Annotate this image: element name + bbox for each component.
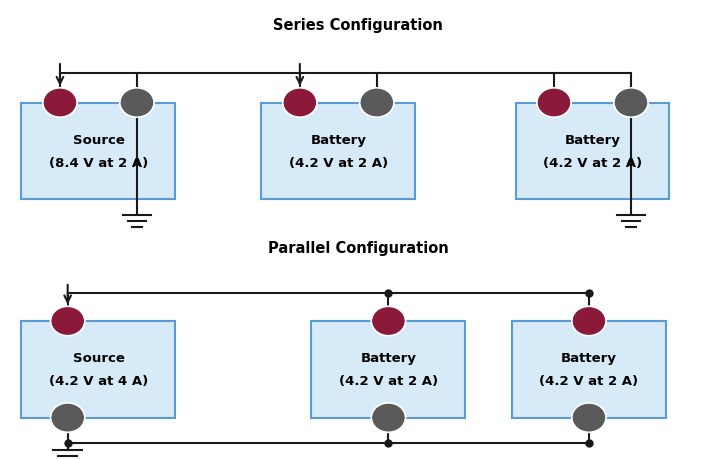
- Ellipse shape: [361, 90, 392, 117]
- Text: (4.2 V at 2 A): (4.2 V at 2 A): [539, 375, 639, 387]
- Ellipse shape: [284, 90, 316, 117]
- Ellipse shape: [52, 404, 83, 431]
- Text: Parallel Configuration: Parallel Configuration: [268, 241, 448, 256]
- Text: Source: Source: [72, 134, 125, 146]
- Text: Battery: Battery: [564, 134, 621, 146]
- Text: (4.2 V at 2 A): (4.2 V at 2 A): [289, 157, 388, 169]
- Text: (4.2 V at 4 A): (4.2 V at 4 A): [49, 375, 148, 387]
- Text: (4.2 V at 2 A): (4.2 V at 2 A): [543, 157, 642, 169]
- FancyBboxPatch shape: [21, 103, 175, 200]
- Ellipse shape: [52, 308, 83, 335]
- FancyBboxPatch shape: [311, 321, 465, 418]
- Ellipse shape: [121, 90, 153, 117]
- Ellipse shape: [615, 90, 647, 117]
- Ellipse shape: [372, 308, 404, 335]
- FancyBboxPatch shape: [512, 321, 666, 418]
- FancyBboxPatch shape: [21, 321, 175, 418]
- Ellipse shape: [538, 90, 570, 117]
- Text: Battery: Battery: [561, 352, 617, 364]
- Text: (8.4 V at 2 A): (8.4 V at 2 A): [49, 157, 148, 169]
- Ellipse shape: [44, 90, 76, 117]
- Ellipse shape: [372, 404, 404, 431]
- Text: Battery: Battery: [360, 352, 417, 364]
- FancyBboxPatch shape: [516, 103, 669, 200]
- Ellipse shape: [574, 308, 604, 335]
- FancyBboxPatch shape: [261, 103, 415, 200]
- Text: Battery: Battery: [310, 134, 367, 146]
- Text: (4.2 V at 2 A): (4.2 V at 2 A): [339, 375, 438, 387]
- Ellipse shape: [574, 404, 604, 431]
- Text: Series Configuration: Series Configuration: [273, 18, 443, 34]
- Text: Source: Source: [72, 352, 125, 364]
